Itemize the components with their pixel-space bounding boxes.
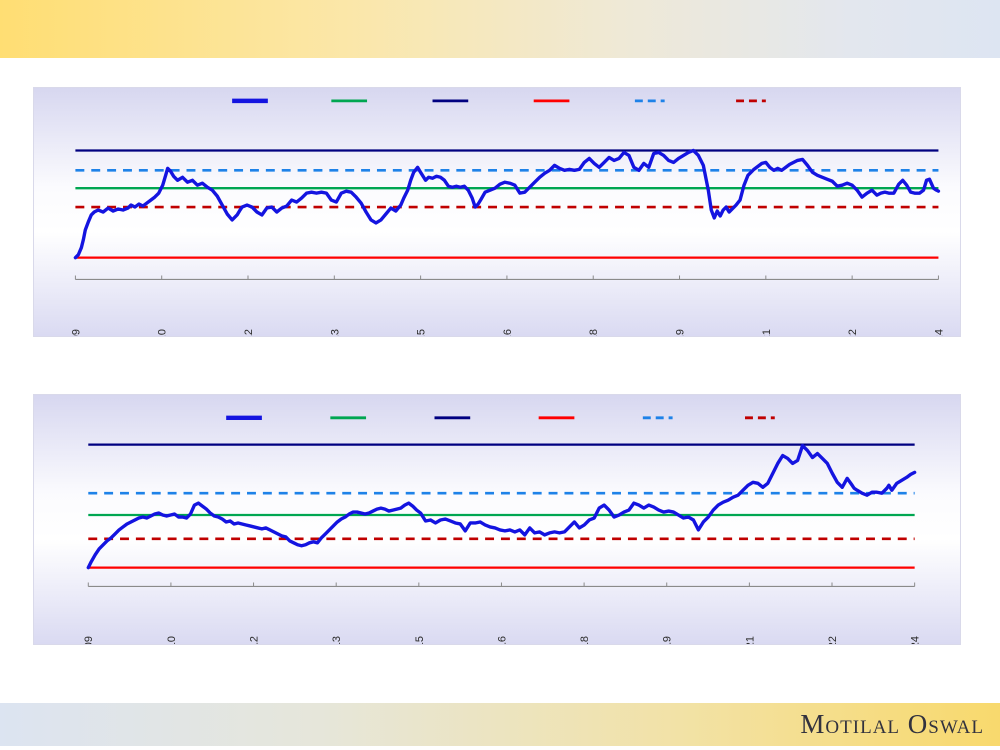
x-axis-label: Aug-22 [827, 636, 839, 644]
line-chart-top: Feb-09 Aug-10 Feb-12 Aug-13 Feb-15 Aug-16 Feb-… [70, 98, 945, 336]
x-axis-label: Aug-19 [674, 329, 686, 336]
x-axis-label: Feb-18 [579, 636, 591, 644]
x-axis-label: Feb-15 [416, 329, 428, 336]
x-axis-label: Feb-18 [588, 329, 600, 336]
x-axis-label: Feb-15 [414, 636, 426, 644]
x-axis-label: Aug-19 [662, 636, 674, 644]
bottom-banner: Motilal Oswal [0, 703, 1000, 746]
x-axis-label: Aug-13 [329, 329, 341, 336]
x-axis-label: Aug-16 [502, 329, 514, 336]
line-chart-bottom: Feb-09 Aug-10 Feb-12 Aug-13 Feb-15 Aug-16 Feb-… [83, 415, 922, 644]
x-axis-label: Aug-13 [331, 636, 343, 644]
main-blue-series [73, 148, 941, 260]
x-axis-label: Aug-16 [496, 636, 508, 644]
x-axis-label: Feb-21 [744, 636, 756, 644]
top-banner [0, 0, 1000, 58]
x-axis-label: Aug-10 [166, 636, 178, 644]
x-axis-label: Aug-22 [847, 329, 859, 336]
x-axis-label: Feb-12 [249, 636, 261, 644]
x-axis-label: Aug-10 [157, 329, 169, 336]
x-axis-label: Feb-09 [83, 636, 95, 644]
main-blue-series [86, 443, 917, 570]
x-axis-label: Feb-24 [933, 329, 945, 336]
chart-panel-bottom: Feb-09 Aug-10 Feb-12 Aug-13 Feb-15 Aug-16 Feb-… [33, 394, 961, 645]
x-axis-label: Feb-09 [70, 329, 82, 336]
motilal-oswal-logo: Motilal Oswal [800, 709, 984, 739]
x-axis-label: Feb-12 [243, 329, 255, 336]
x-axis-label: Feb-21 [761, 329, 773, 336]
chart-panel-top: Feb-09 Aug-10 Feb-12 Aug-13 Feb-15 Aug-16 Feb-… [33, 87, 961, 337]
x-axis-label: Feb-24 [910, 636, 922, 644]
